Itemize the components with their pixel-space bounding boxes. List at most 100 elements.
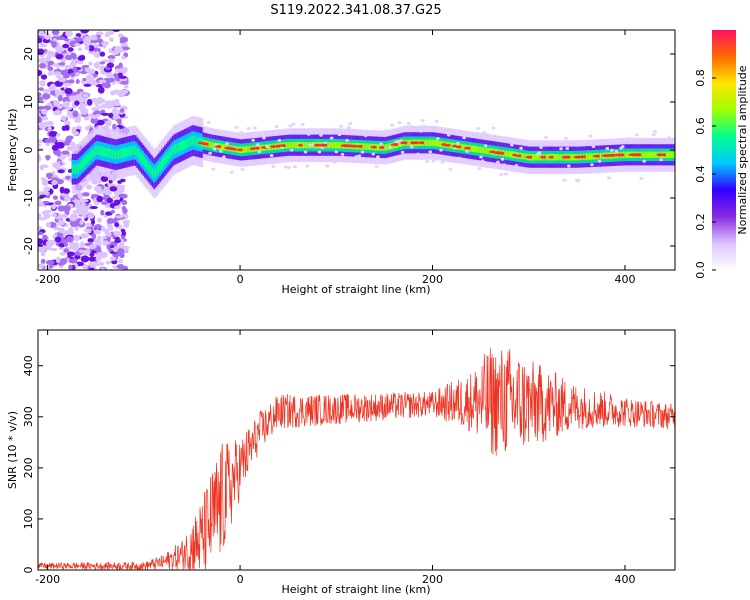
spectrogram-ridge-cell	[304, 142, 307, 149]
spectrogram-noise-cell	[38, 226, 43, 230]
spectrogram-halo-cell	[420, 118, 425, 122]
spectrogram-noise-cell	[83, 228, 92, 233]
spectrogram-noise-cell	[119, 252, 125, 259]
spectrogram-noise-cell	[78, 99, 84, 105]
spectrogram-halo-cell	[496, 160, 501, 164]
spectrogram-ridge-cell	[365, 143, 369, 150]
spectrogram-halo-cell	[428, 150, 433, 154]
spectrogram-ridge-cell	[213, 142, 216, 149]
spectrogram-ridge-cell	[114, 150, 118, 160]
spectrogram-ridge-cell	[185, 138, 189, 149]
spectrogram-ridge-cell	[504, 150, 507, 157]
spectrogram-noise-cell	[38, 201, 45, 207]
spectrogram-noise-cell	[61, 150, 70, 155]
spectrogram-noise-cell	[57, 219, 65, 226]
spectrogram-noise-cell	[38, 107, 43, 111]
spectrogram-noise-cell	[120, 81, 129, 85]
spectrogram-noise-cell	[41, 116, 49, 121]
spectrogram-ridge-cell	[398, 141, 401, 148]
spectrogram-ridge-cell	[184, 139, 187, 149]
spectrogram-ridge-cell	[151, 167, 155, 177]
spectrogram-noise-cell	[55, 133, 61, 137]
spectrogram-noise-cell	[88, 113, 94, 118]
spectrogram-ridge-cell	[481, 146, 484, 154]
spectrogram-ridge-cell	[77, 163, 81, 173]
spectrogram-noise-cell	[119, 241, 125, 248]
spectrogram-halo-cell	[345, 138, 350, 142]
spectrogram-ridge-cell	[559, 154, 563, 161]
spectrogram-noise-cell	[96, 195, 104, 203]
spectrogram-noise-cell	[91, 107, 100, 112]
spectrogram-halo-cell	[634, 133, 639, 137]
spectrogram-ridge-cell	[331, 142, 335, 149]
spectrogram-noise-cell	[96, 119, 105, 126]
spectrogram-noise-cell	[41, 210, 47, 215]
spectrogram-noise-cell	[69, 72, 76, 77]
spectrogram-noise-cell	[109, 186, 118, 192]
spectrogram-halo-cell	[457, 156, 462, 160]
spectrogram-halo-cell	[319, 133, 324, 137]
spectrogram-halo-cell	[360, 150, 365, 154]
spectrogram-noise-cell	[99, 51, 106, 57]
spectrogram-ridge-cell	[625, 151, 629, 158]
chart-title: S119.2022.341.08.37.G25	[270, 3, 441, 18]
spectrogram-noise-cell	[38, 92, 42, 97]
spectrogram-noise-cell	[51, 30, 60, 36]
spectrogram-ridge-cell	[439, 140, 443, 148]
spectrogram-noise-cell	[48, 86, 54, 93]
spectrogram-ridge-cell	[140, 153, 144, 164]
spectrogram-halo-cell	[614, 149, 619, 153]
spectrogram-ridge-cell	[427, 139, 430, 146]
spectrogram-noise-cell	[113, 231, 120, 237]
spectrogram-noise-cell	[96, 217, 103, 223]
spectrogram-noise-cell	[99, 61, 105, 65]
spectrogram-ridge-cell	[119, 149, 122, 159]
spectrogram-ridge-cell	[652, 151, 655, 158]
spectrogram-noise-cell	[72, 199, 81, 203]
spectrogram-halo-cell	[474, 131, 479, 135]
spectrogram-ridge-cell	[587, 153, 590, 160]
spectrogram-halo-cell	[206, 120, 211, 124]
spectrogram-halo-cell	[606, 176, 611, 180]
spectrogram-noise-cell	[57, 169, 65, 174]
spectrogram-halo-cell	[320, 146, 325, 150]
spectrogram-ridge-cell	[171, 146, 175, 156]
spectrogram-noise-cell	[77, 55, 86, 61]
spectrogram-noise-cell	[91, 219, 96, 225]
spectrogram-ridge-cell	[73, 164, 76, 174]
spectrogram-noise-cell	[106, 231, 112, 238]
spectrogram-noise-cell	[38, 37, 43, 44]
spectrogram-halo-cell	[509, 143, 514, 147]
spectrogram-ridge-cell	[669, 151, 672, 158]
spectrogram-noise-cell	[63, 100, 71, 107]
spectrogram-ridge-cell	[222, 143, 225, 151]
spectrogram-noise-cell	[123, 84, 129, 89]
spectrogram-ridge-cell	[641, 151, 644, 158]
spectrogram-ridge-cell	[107, 148, 110, 158]
spectrogram-halo-cell	[579, 169, 584, 173]
spectrogram-noise-cell	[106, 217, 115, 225]
spectrogram-ridge-cell	[521, 152, 524, 160]
spectrogram-noise-cell	[40, 108, 48, 115]
spectrogram-halo-cell	[308, 143, 313, 147]
spectrogram-noise-cell	[56, 256, 61, 264]
spectrogram-halo-cell	[306, 132, 311, 136]
spectrogram-ridge-cell	[535, 154, 538, 161]
spectrogram-noise-cell	[63, 188, 70, 194]
spectrogram-halo-cell	[300, 122, 305, 126]
spectrogram-noise-cell	[48, 131, 58, 137]
spectrogram-ridge-cell	[288, 142, 292, 149]
spectrogram-ridge-cell	[673, 151, 675, 158]
spectrogram-halo-cell	[605, 147, 610, 151]
colorbar-label: Normalized spectral amplitude	[736, 65, 749, 234]
spectrogram-noise-cell	[73, 209, 80, 214]
spectrogram-noise-cell	[69, 95, 77, 102]
spectrogram-noise-cell	[69, 243, 76, 249]
spectrogram-noise-cell	[114, 98, 120, 103]
spectrogram-ridge-cell	[391, 142, 395, 149]
spectrogram-noise-cell	[98, 79, 107, 84]
spectrogram-ridge-cell	[330, 142, 333, 149]
spectrogram-ridge-cell	[484, 147, 487, 154]
